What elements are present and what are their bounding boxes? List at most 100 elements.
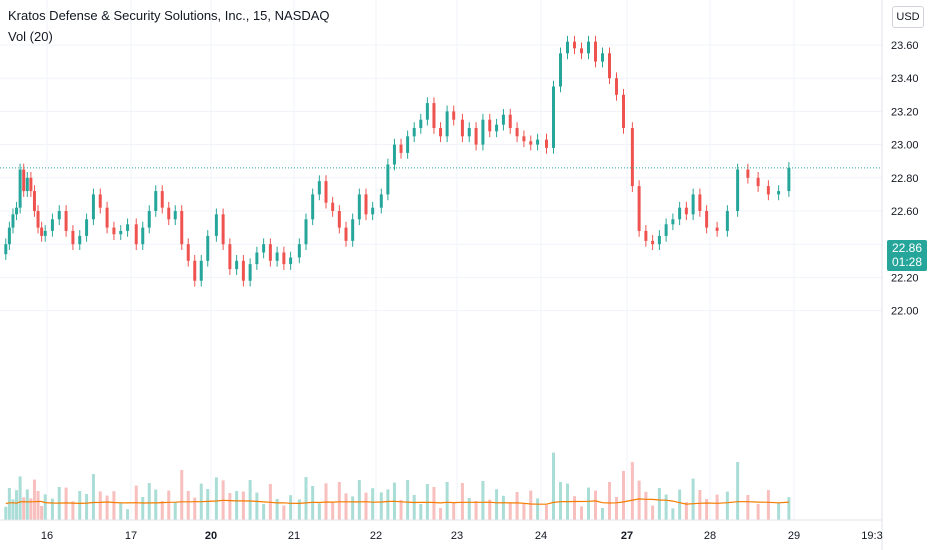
time-tick-label: 21 [288,530,300,542]
candle-body [186,244,190,261]
candle-body [392,144,396,165]
candle-body [460,119,464,137]
candle-body [119,230,123,235]
candle-body [91,194,95,220]
time-tick-label: 24 [535,530,547,542]
volume-bar [78,491,82,520]
candle-body [29,177,33,192]
volume-bar [439,508,443,520]
volume-bar [282,505,286,520]
candle-body [112,227,116,235]
volume-bar [746,495,750,520]
volume-bar [787,497,791,520]
candle-body [736,169,740,211]
time-tick-label: 28 [704,530,716,542]
volume-bar [630,462,634,520]
volume-bar [241,491,245,520]
candle-body [64,211,68,231]
candle-body [289,257,293,265]
volume-bar [141,497,145,520]
time-tick-label: 16 [41,530,53,542]
volume-bar [255,492,259,520]
volume-bar [36,491,40,520]
candle-body [134,224,138,245]
time-tick-label: 23 [451,530,463,542]
volume-bar [379,492,383,520]
candle-body [587,41,590,54]
volume-bar [508,502,512,520]
candle-body [206,235,210,261]
volume-bar [160,501,164,520]
candle-body [715,227,719,231]
price-tick-label: 22.20 [891,272,919,284]
candle-body [488,119,492,132]
volume-bar [32,479,36,520]
volume-bar [608,482,611,520]
volume-bar [495,489,499,520]
volume-bar [248,480,252,520]
volume-bar [622,471,625,520]
volume-bar [173,502,177,520]
candle-body [644,230,648,241]
candle-body [7,227,11,245]
candle-body [419,119,423,128]
candle-body [126,224,130,231]
candle-body [657,235,661,245]
price-tick-label: 22.80 [891,173,919,185]
candle-body [160,191,164,208]
candle-body [141,227,145,245]
volume-bar [351,496,355,520]
volume-bar [371,488,375,520]
candle-body [147,211,151,228]
volume-bar [105,495,109,520]
candle-body [664,224,668,236]
volume-bar [419,504,423,520]
volume-indicator-label[interactable]: Vol (20) [8,29,53,44]
candles [4,35,791,287]
price-axis-labels: 23.6023.4023.2023.0022.8022.6022.4022.20… [891,40,919,318]
volume-bar [289,495,293,520]
time-tick-label: 27 [621,530,633,542]
candle-body [331,202,335,211]
volume-bar [657,488,661,520]
candle-body [515,128,519,137]
last-price-value: 22.86 [891,241,923,255]
volume-bar [186,491,190,520]
volume-bar [154,489,158,520]
volume-bar [684,502,688,520]
volume-bar [71,501,75,520]
candle-body [15,207,19,215]
volume-bar [651,505,655,520]
candle-body [228,244,232,270]
candle-body [71,230,75,245]
volume-bar [206,489,210,520]
candle-body [671,219,675,225]
volume-bar [601,508,604,520]
candle-body [766,186,770,195]
volume-bar [515,492,519,520]
candle-body [529,141,533,145]
candle-body [406,136,410,153]
volume-bar [664,494,668,520]
candle-body [425,103,429,120]
volume-bar [364,492,368,520]
currency-button[interactable]: USD [892,6,924,28]
volume-bar [637,480,641,520]
candle-body [552,86,555,148]
volume-bar [214,477,218,520]
time-tick-label: 20 [205,530,217,542]
volume-bar [452,503,456,520]
candle-body [167,207,171,220]
candle-body [495,124,499,132]
candle-body [282,252,286,265]
price-tick-label: 23.60 [891,40,919,52]
volume-bar [337,482,341,520]
volume-bar [297,499,301,520]
candle-body [684,207,688,215]
candle-body [651,240,655,245]
candle-body [467,128,471,137]
candle-body [32,191,36,211]
candle-body [311,194,315,220]
candle-body [78,235,82,245]
